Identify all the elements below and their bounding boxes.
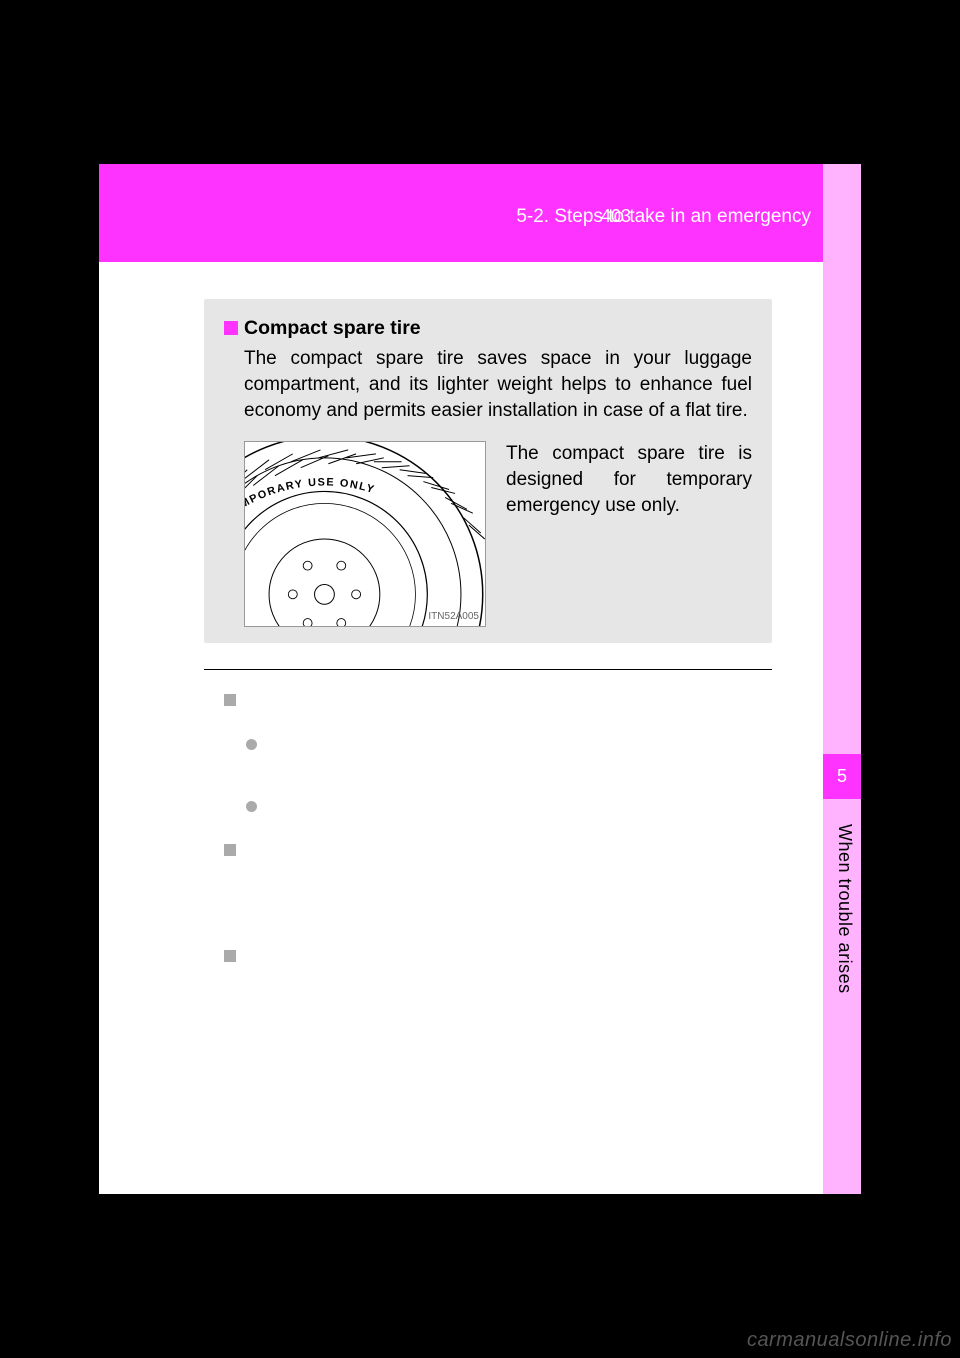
- figure-note: The compact spare tire is designed for t…: [506, 441, 752, 627]
- note-heading-3: [224, 946, 772, 962]
- manual-page: 403 5-2. Steps to take in an emergency 5…: [99, 164, 861, 1194]
- section-title: 5-2. Steps to take in an emergency: [516, 206, 811, 228]
- figure-row: TEMPORARY USE ONLY ITN52A005 The compact…: [244, 441, 752, 627]
- figure-id: ITN52A005: [428, 611, 479, 622]
- box-paragraph: The compact spare tire saves space in yo…: [244, 346, 752, 425]
- side-tab-upper: [823, 164, 861, 754]
- box-heading: Compact spare tire: [244, 317, 421, 340]
- tire-illustration: TEMPORARY USE ONLY ITN52A005: [244, 441, 486, 627]
- bullet-marker-icon: [246, 801, 257, 812]
- note-bullet-1: [224, 734, 772, 750]
- square-marker-icon: [224, 950, 236, 962]
- note-bullet-2: [224, 796, 772, 812]
- square-marker-icon: [224, 844, 236, 856]
- watermark: carmanualsonline.info: [747, 1329, 952, 1352]
- heading-marker-icon: [224, 321, 238, 335]
- content-area: Compact spare tire The compact spare tir…: [204, 299, 772, 964]
- chapter-number: 5: [837, 766, 847, 787]
- callout-box: Compact spare tire The compact spare tir…: [204, 299, 772, 643]
- spare-tire-icon: TEMPORARY USE ONLY: [245, 442, 485, 626]
- bullet-marker-icon: [246, 739, 257, 750]
- square-marker-icon: [224, 694, 236, 706]
- heading-row: Compact spare tire: [224, 317, 752, 340]
- note-heading-1: [224, 690, 772, 706]
- page-header: 403 5-2. Steps to take in an emergency: [99, 164, 861, 262]
- side-tab-chapter-number: 5: [823, 754, 861, 799]
- note-heading-2: [224, 840, 772, 856]
- divider: [204, 669, 772, 670]
- notes-section: [204, 669, 772, 962]
- side-tab-label: When trouble arises: [834, 824, 855, 994]
